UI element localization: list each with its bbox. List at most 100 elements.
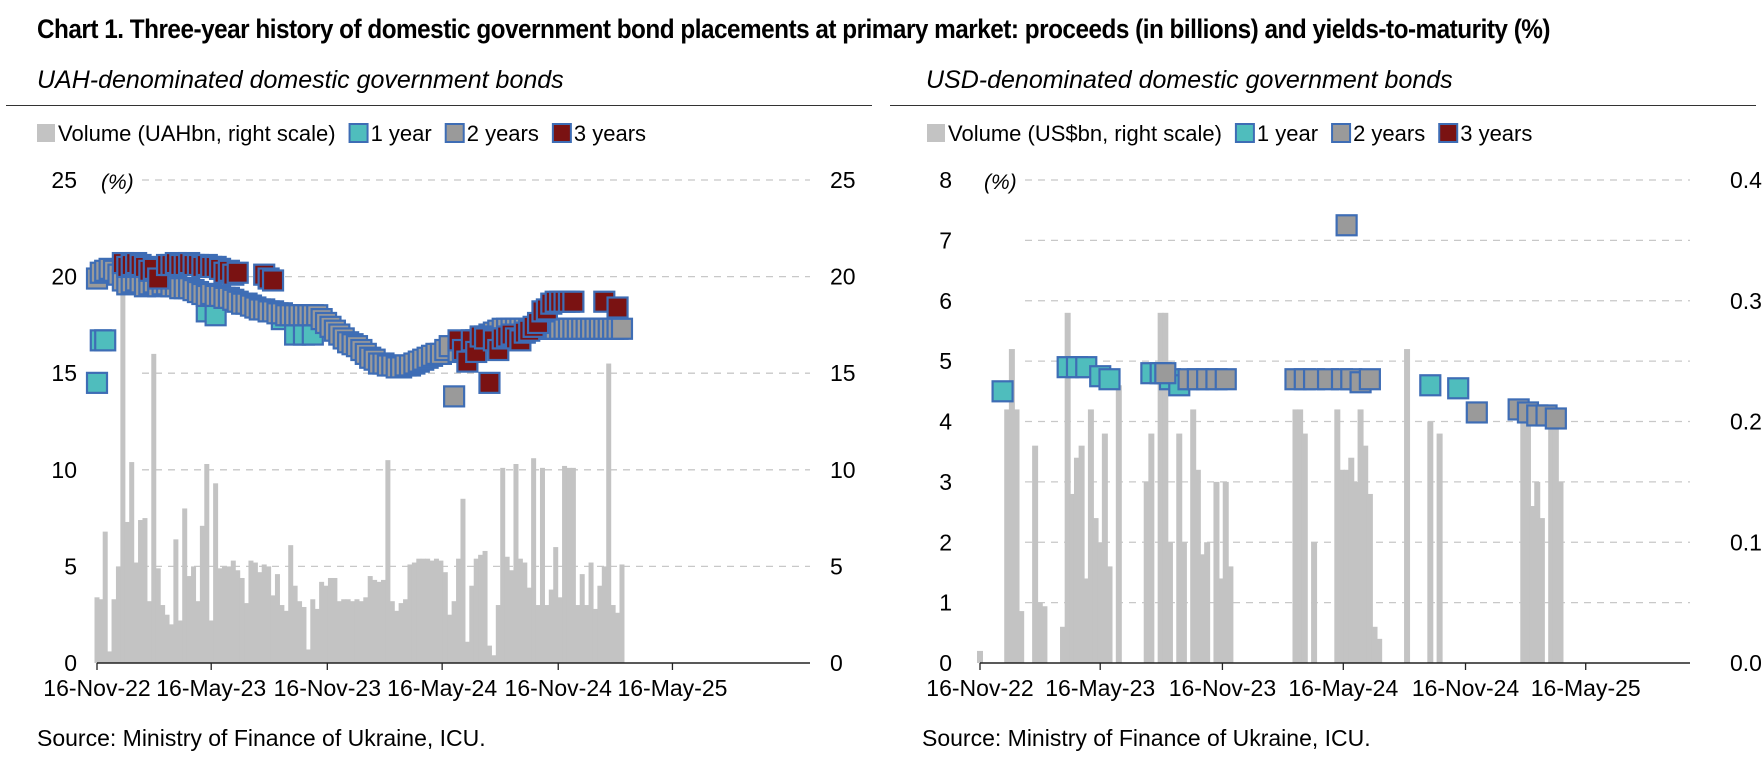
volume-bar (601, 566, 607, 663)
volume-bar (305, 649, 311, 663)
volume-bar (597, 585, 603, 663)
left-tick-label: 15 (51, 360, 77, 386)
volume-bar (283, 610, 289, 663)
right-tick-label: 0.1 (1730, 529, 1762, 555)
left-tick-label: 25 (51, 167, 77, 193)
volume-bar (588, 562, 594, 663)
volume-bar (1376, 638, 1383, 663)
volume-bar (1004, 409, 1011, 663)
volume-bar (350, 601, 356, 663)
volume-bar (266, 566, 272, 663)
volume-bar (566, 467, 572, 663)
volume-bar (619, 564, 625, 663)
volume-bar (257, 572, 263, 663)
volume-bar (1078, 445, 1085, 663)
volume-bar (1292, 409, 1299, 663)
volume-bar (310, 599, 316, 663)
right-tick-label: 15 (830, 360, 856, 386)
legend: Volume (US$bn, right scale) 1 year 2 years… (927, 121, 1532, 146)
volume-bar (557, 597, 563, 663)
x-tick-label: 16-Nov-22 (43, 675, 150, 701)
volume-bar (199, 525, 205, 663)
volume-bar (1436, 433, 1443, 663)
volume-bar (142, 518, 148, 663)
right-tick-label: 0.4 (1730, 167, 1762, 193)
volume-bar (495, 605, 501, 663)
volume-bar (500, 467, 506, 663)
volume-bar (1194, 469, 1201, 663)
volume-bar (1064, 312, 1071, 663)
volume-bar (433, 558, 439, 663)
volume-bar (398, 603, 404, 663)
volume-bar (1552, 409, 1559, 663)
volume-bar (447, 614, 453, 663)
volume-bar (460, 498, 466, 663)
volume-bar (217, 568, 223, 663)
left-tick-label: 10 (51, 457, 77, 483)
left-panel-subtitle: UAH-denominated domestic government bond… (37, 66, 564, 94)
x-tick-label: 16-Nov-23 (1169, 675, 1276, 701)
volume-bar (562, 465, 568, 663)
legend-label: 2 years (467, 121, 539, 146)
volume-bar (504, 556, 510, 663)
volume-bar (1366, 493, 1373, 663)
volume-bar (1087, 409, 1094, 663)
volume-bar (1008, 349, 1015, 663)
volume-bar (1534, 481, 1541, 663)
volume-bar (279, 605, 285, 663)
volume-bar (513, 464, 519, 663)
right-tick-label: 20 (830, 264, 856, 290)
yield-marker-2-years (443, 385, 466, 408)
yield-marker-2-years (1358, 368, 1381, 391)
legend-label: Volume (UAHbn, right scale) (58, 121, 336, 146)
volume-bar (464, 641, 470, 663)
right-tick-label: 25 (830, 167, 856, 193)
volume-bar (1101, 433, 1108, 663)
volume-bar (1362, 445, 1369, 663)
volume-bar (456, 558, 462, 663)
volume-bar (425, 558, 431, 663)
volume-bar (539, 467, 545, 663)
yield-marker-2-years (1335, 214, 1358, 237)
volume-bar (336, 601, 342, 663)
volume-bar (1069, 493, 1076, 663)
volume-bar (213, 483, 219, 663)
volume-bar (1557, 481, 1564, 663)
volume-bar (394, 610, 400, 663)
usd-chart: 0 1 2 3 4 5 6 7 8 0.0 0.1 0.2 0.3 0.4 (%) 16-Nov-22 16-M… (926, 121, 1762, 701)
volume-bar (1357, 409, 1364, 663)
volume-bar (204, 464, 210, 663)
volume-bar (1180, 542, 1187, 663)
legend-swatch (1234, 123, 1255, 143)
volume-bar (403, 599, 409, 663)
right-panel-rule (890, 105, 1756, 106)
volume-bar (584, 605, 590, 663)
volume-bar (270, 595, 276, 663)
volume-bar (314, 608, 320, 663)
volume-bar (429, 560, 435, 663)
volume-bar (517, 558, 523, 663)
legend-label: 3 years (1460, 121, 1532, 146)
volume-bar (977, 650, 983, 663)
y-unit-label: (%) (984, 171, 1017, 194)
volume-bar (168, 624, 174, 663)
volume-bar (1371, 626, 1378, 663)
yield-marker-3-years (226, 261, 249, 284)
yield-marker-2-years (1214, 368, 1237, 391)
right-tick-label: 0.2 (1730, 409, 1762, 435)
volume-bar (1060, 626, 1067, 663)
right-tick-label: 0.0 (1730, 650, 1762, 676)
volume-bar (522, 562, 528, 663)
legend-swatch (1331, 123, 1352, 143)
legend-label: 1 year (371, 121, 432, 146)
volume-bar (239, 577, 245, 663)
volume-bar (1041, 606, 1048, 663)
x-tick-label: 16-May-23 (156, 675, 266, 701)
y-unit-label: (%) (101, 171, 134, 194)
volume-bar (1338, 469, 1345, 663)
volume-bar (1520, 409, 1527, 663)
volume-bar (164, 614, 170, 663)
volume-bar (341, 599, 347, 663)
volume-bar (363, 597, 369, 663)
